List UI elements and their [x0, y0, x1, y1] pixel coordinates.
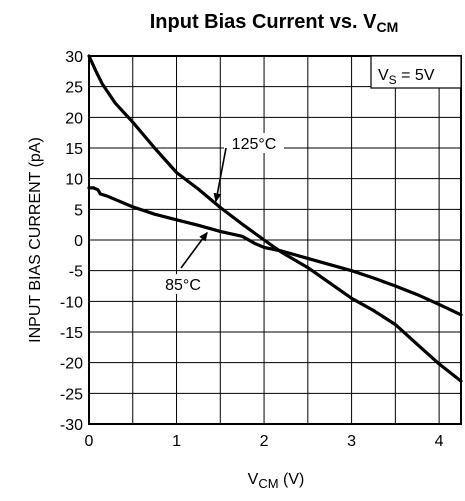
x-tick-label: 3	[347, 433, 356, 450]
y-tick-label: -30	[60, 417, 83, 434]
plot-frame	[88, 55, 462, 425]
annotation-bg-85c	[158, 274, 208, 294]
y-tick-label: 30	[65, 49, 83, 66]
x-axis-label: VCM (V)	[248, 471, 305, 491]
y-tick-label: 5	[74, 202, 83, 219]
supply-legend-text: VS = 5V	[378, 67, 435, 87]
series-layer	[87, 54, 463, 383]
annotation-arrow-125c	[213, 147, 227, 203]
annotation-label-85c: 85°C	[165, 277, 201, 294]
chart-title: Input Bias Current vs. VCM	[150, 11, 399, 35]
y-tick-label: -15	[60, 325, 83, 342]
chart-title-sub: CM	[376, 19, 398, 35]
y-tick-label: 20	[65, 110, 83, 127]
x-tick-label: 1	[172, 433, 181, 450]
series-line-85c	[87, 186, 463, 317]
y-tick-label: -20	[60, 356, 83, 373]
y-axis-label: INPUT BIAS CURRENT (pA)	[27, 137, 44, 343]
y-tick-label: -25	[60, 386, 83, 403]
chart-title-main: Input Bias Current vs. V	[150, 11, 377, 33]
supply-legend-sub: S	[389, 73, 397, 87]
series-line-125c	[87, 54, 463, 383]
x-axis-label-sub: CM	[258, 476, 278, 491]
supply-legend-box	[370, 55, 462, 89]
x-axis-label-unit: (V)	[279, 471, 305, 488]
grid-layer	[89, 56, 461, 424]
supply-legend-main: V	[378, 67, 389, 84]
x-tick-label: 2	[260, 433, 269, 450]
annotation-layer: 125°C 85°C	[158, 133, 284, 294]
y-tick-label: 25	[65, 80, 83, 97]
y-tick-label: 0	[74, 233, 83, 250]
x-tick-label: 4	[435, 433, 444, 450]
annotation-label-125c: 125°C	[232, 136, 277, 153]
annotation-bg-125c	[224, 133, 284, 153]
y-tick-label: 15	[65, 141, 83, 158]
supply-legend: VS = 5V	[370, 55, 462, 89]
x-tick-label: 0	[85, 433, 94, 450]
y-tick-label: -5	[69, 264, 83, 281]
annotation-arrow-85c	[180, 231, 208, 269]
y-tick-label: 10	[65, 172, 83, 189]
x-axis-label-main: V	[248, 471, 259, 488]
supply-legend-tail: = 5V	[397, 67, 435, 84]
y-tick-label: -10	[60, 294, 83, 311]
